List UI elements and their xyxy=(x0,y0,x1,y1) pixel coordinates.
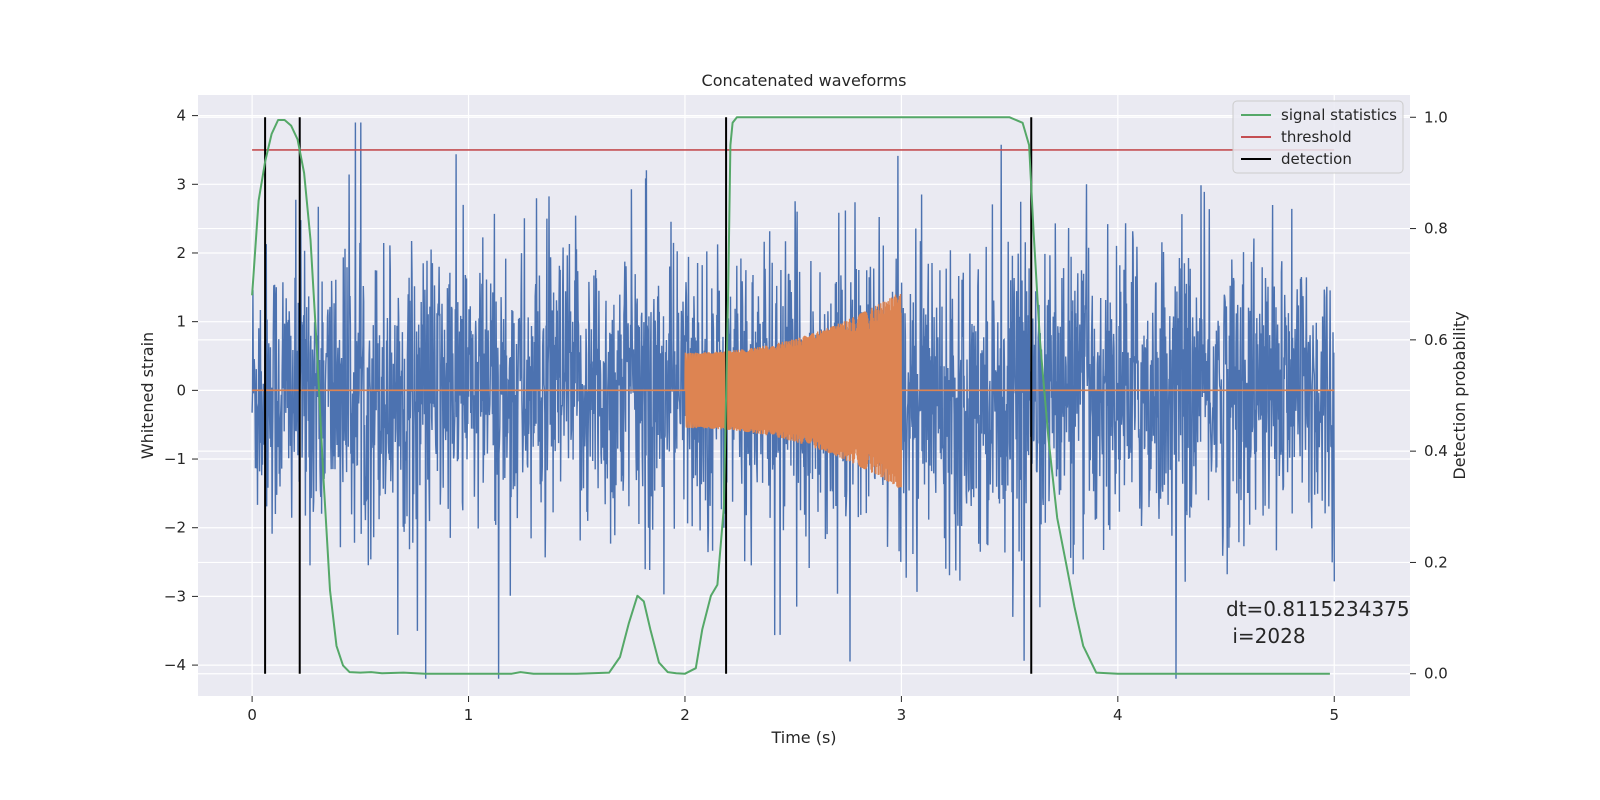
x-tick-label: 2 xyxy=(680,706,690,724)
y-tick-label: 2 xyxy=(176,244,186,262)
y-tick-label: −4 xyxy=(164,656,186,674)
y-tick-label: 4 xyxy=(176,107,186,125)
y2-tick-label: 0.2 xyxy=(1424,553,1448,571)
legend-box xyxy=(1232,100,1404,174)
y2-tick-label: 0.4 xyxy=(1424,442,1448,460)
y-tick-label: 0 xyxy=(176,381,186,399)
y-tick-label: 1 xyxy=(176,313,186,331)
x-tick-label: 1 xyxy=(464,706,474,724)
y2-tick-label: 0.6 xyxy=(1424,331,1448,349)
legend-label-threshold: threshold xyxy=(1281,128,1352,146)
y-axis-ticks: −4 −3 −2 −1 0 1 2 3 4 xyxy=(164,107,198,674)
y2-axis-label: Detection probability xyxy=(1450,311,1469,479)
x-axis-ticks: 0 1 2 3 4 5 xyxy=(247,696,1339,724)
y2-tick-label: 0.8 xyxy=(1424,220,1448,238)
x-tick-label: 3 xyxy=(897,706,907,724)
legend: signal statistics threshold detection xyxy=(1232,100,1404,174)
x-tick-label: 5 xyxy=(1329,706,1339,724)
y-axis-label: Whitened strain xyxy=(138,332,157,459)
chart-title: Concatenated waveforms xyxy=(702,71,907,90)
annotation-dt: dt=0.8115234375 xyxy=(1226,597,1410,621)
annotation-i: i=2028 xyxy=(1226,624,1306,648)
y-tick-label: −1 xyxy=(164,450,186,468)
legend-label-detection: detection xyxy=(1281,150,1352,168)
y2-tick-label: 0.0 xyxy=(1424,665,1448,683)
y-tick-label: 3 xyxy=(176,175,186,193)
y2-axis-ticks: 0.0 0.2 0.4 0.6 0.8 1.0 xyxy=(1410,108,1448,683)
legend-label-signal-statistics: signal statistics xyxy=(1281,106,1397,124)
y-tick-label: −2 xyxy=(164,519,186,537)
signal-statistics-line xyxy=(251,116,1330,675)
y-tick-label: −3 xyxy=(164,587,186,605)
x-axis-label: Time (s) xyxy=(770,728,836,747)
x-tick-label: 0 xyxy=(247,706,257,724)
y2-tick-label: 1.0 xyxy=(1424,108,1448,126)
x-tick-label: 4 xyxy=(1113,706,1123,724)
